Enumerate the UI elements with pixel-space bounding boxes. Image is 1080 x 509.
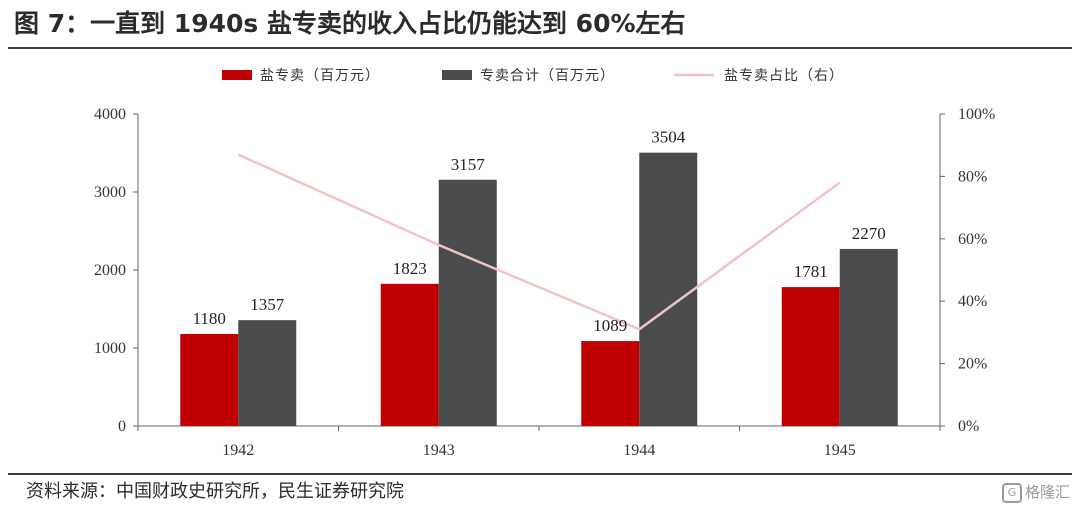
- y-left-tick-label: 4000: [94, 106, 126, 123]
- x-tick-label: 1943: [423, 442, 455, 459]
- y-right-tick-label: 80%: [958, 168, 987, 185]
- y-right-tick-label: 100%: [958, 106, 995, 123]
- bar-salt-1945: [781, 287, 840, 426]
- chart-line: [237, 153, 841, 331]
- legend-swatch: [222, 70, 252, 80]
- bar-total-1943: [438, 179, 497, 426]
- bar-value-label: 3504: [651, 128, 686, 147]
- legend-label: 专卖合计（百万元）: [480, 68, 615, 84]
- bar-value-label: 1823: [393, 259, 427, 278]
- chart-axes: 0 1000 2000 3000 4000 0% 20% 40% 60% 80% 100% 1942 1…: [94, 106, 995, 459]
- bar-total-1942: [238, 320, 297, 426]
- bar-salt-1944: [581, 341, 640, 426]
- y-right-tick-label: 60%: [958, 231, 987, 248]
- y-left-tick-label: 1000: [94, 340, 126, 357]
- bar-value-label: 1180: [193, 309, 226, 328]
- watermark: G 格隆汇: [1001, 481, 1070, 503]
- y-right-tick-label: 0%: [958, 418, 979, 435]
- x-tick-label: 1945: [824, 442, 856, 459]
- x-tick-label: 1944: [623, 442, 655, 459]
- bar-value-label: 2270: [852, 224, 886, 243]
- y-right-tick-label: 20%: [958, 356, 987, 373]
- legend-label: 盐专卖（百万元）: [260, 68, 380, 84]
- y-right-tick-label: 40%: [958, 293, 987, 310]
- chart-legend: 盐专卖（百万元） 专卖合计（百万元） 盐专卖占比（右）: [222, 68, 844, 84]
- title-divider: [8, 47, 1072, 49]
- chart-data-labels: 1180 1823 1089 1781 1357 3157 3504 2270: [193, 128, 886, 335]
- combo-chart: 盐专卖（百万元） 专卖合计（百万元） 盐专卖占比（右） 0 1000 2000 3000 4…: [94, 68, 995, 459]
- x-tick-label: 1942: [222, 442, 254, 459]
- legend-label: 盐专卖占比（右）: [724, 68, 844, 84]
- bar-salt-1943: [380, 283, 439, 426]
- chart-bars: [180, 152, 898, 427]
- bar-value-label: 1357: [250, 295, 285, 314]
- bar-total-1945: [839, 248, 898, 426]
- page-title: 图 7：一直到 1940s 盐专卖的收入占比仍能达到 60%左右: [14, 9, 686, 38]
- y-left-tick-label: 3000: [94, 184, 126, 201]
- bar-total-1944: [639, 152, 698, 427]
- line-salt-share: [237, 153, 841, 331]
- y-left-tick-label: 2000: [94, 262, 126, 279]
- bar-value-label: 3157: [451, 155, 486, 174]
- legend-swatch: [442, 70, 472, 80]
- bar-value-label: 1781: [794, 262, 828, 281]
- bar-value-label: 1089: [593, 316, 627, 335]
- watermark-text: 格隆汇: [1024, 483, 1070, 501]
- y-left-tick-label: 0: [118, 418, 126, 435]
- watermark-logo-icon: G: [1001, 482, 1022, 503]
- footer-divider: [8, 473, 1072, 475]
- bar-salt-1942: [180, 333, 239, 426]
- source-note: 资料来源：中国财政史研究所，民生证券研究院: [26, 481, 404, 502]
